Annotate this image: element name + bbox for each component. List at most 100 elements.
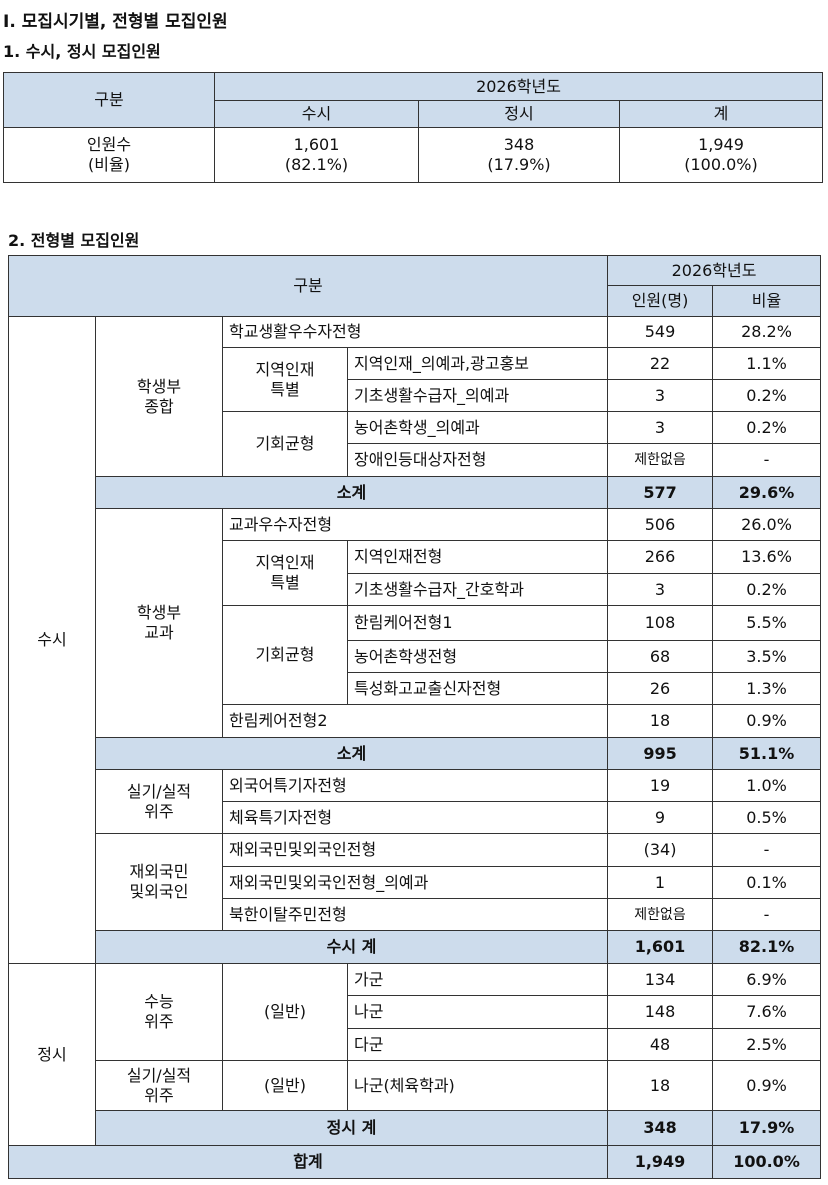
row-name: 외국어특기자전형 <box>221 769 609 802</box>
count: 제한없음 <box>607 898 714 931</box>
count: 3 <box>607 379 714 412</box>
row: 합계 1,949 100.0% <box>7 1145 822 1179</box>
header-cell: 구분 <box>7 255 609 317</box>
count: 348 <box>607 1110 714 1146</box>
count: 134 <box>607 963 714 996</box>
line: 기회균형 <box>255 645 315 664</box>
count: 1,949 <box>607 1145 714 1179</box>
ratio: 7.6% <box>712 995 822 1029</box>
row: 재외국민및외국인전형_의예과 1 0.1% <box>9 866 822 899</box>
ratio: - <box>712 443 822 477</box>
row: 기회균형 농어촌학생_의예과 3 0.2% <box>9 411 822 477</box>
line: (비율) <box>88 155 130 174</box>
ratio: - <box>712 833 822 867</box>
ratio: 1.1% <box>712 347 822 380</box>
row: 지역인재 특별 지역인재_의예과,광고홍보 22 1.1% <box>9 347 822 412</box>
header-cell: 2026학년도 <box>607 255 822 286</box>
ratio: 2.5% <box>712 1028 822 1061</box>
group-cell: 정시 <box>8 963 96 1146</box>
subtotal-label: 합계 <box>7 1145 609 1179</box>
ratio: 28.2% <box>712 316 822 348</box>
row-label: 인원수 (비율) <box>3 127 215 183</box>
ratio: 82.1% <box>712 930 822 964</box>
ratio: 0.9% <box>712 704 822 738</box>
header-cell: 비율 <box>712 285 822 317</box>
count: 1,601 <box>607 930 714 964</box>
line: 위주 <box>144 1085 174 1105</box>
row: 농어촌학생전형 68 3.5% <box>9 640 822 673</box>
ratio: 6.9% <box>712 963 822 996</box>
row-name: 가군 <box>346 963 609 996</box>
header-cell: 수시 <box>214 100 419 128</box>
ratio: - <box>712 898 822 931</box>
line: 실기/실적 <box>126 1065 192 1085</box>
count: 549 <box>607 316 714 348</box>
row: 기회균형 한림케어전형1 108 5.5% <box>9 605 822 705</box>
row-name: 학교생활우수자전형 <box>221 316 609 348</box>
group-cell: 학생부 종합 <box>95 316 223 477</box>
ratio: 0.5% <box>712 801 822 834</box>
line: 실기/실적 <box>126 781 192 801</box>
line: 및외국인 <box>129 882 189 901</box>
row: 소계 995 51.1% <box>9 737 822 770</box>
ratio: 29.6% <box>712 476 822 509</box>
ratio: (82.1%) <box>284 155 349 174</box>
row-name: 한림케어전형1 <box>346 605 609 641</box>
page-title: Ⅰ. 모집시기별, 전형별 모집인원 <box>3 12 228 32</box>
section-title: 1. 수시, 정시 모집인원 <box>3 42 161 61</box>
ratio: 1.3% <box>712 672 822 705</box>
row-name: 농어촌학생_의예과 <box>346 411 609 444</box>
row-name: 장애인등대상자전형 <box>346 443 609 477</box>
ratio: 100.0% <box>712 1145 822 1179</box>
ratio: 13.6% <box>712 540 822 574</box>
subtotal-label: 정시 계 <box>94 1110 609 1146</box>
row-name: 다군 <box>346 1028 609 1061</box>
count: 266 <box>607 540 714 574</box>
group-cell: 기회균형 <box>222 605 348 705</box>
ratio: (100.0%) <box>684 155 758 174</box>
row-name: 교과우수자전형 <box>221 508 609 541</box>
ratio: (17.9%) <box>487 155 551 174</box>
row: 소계 577 29.6% <box>9 476 822 509</box>
row: 학생부 교과 교과우수자전형 506 26.0% <box>9 508 822 738</box>
count: 9 <box>607 801 714 834</box>
count: 995 <box>607 737 714 770</box>
count: 148 <box>607 995 714 1029</box>
row: 실기/실적 위주 (일반) 나군(체육학과) 18 0.9% <box>9 1060 822 1111</box>
group-cell: 재외국민 및외국인 <box>95 833 223 931</box>
row-name: 지역인재전형 <box>346 540 609 574</box>
count: 18 <box>607 1060 714 1111</box>
count: 348 <box>503 135 535 154</box>
table1: 구분 2026학년도 수시 정시 계 인원수 (비율) 1,601 (82.1%) … <box>3 72 824 183</box>
row: 실기/실적 위주 외국어특기자전형 19 1.0% <box>9 769 822 834</box>
count: 577 <box>607 476 714 509</box>
count: 3 <box>607 573 714 606</box>
cell: 1,601 (82.1%) <box>214 127 419 183</box>
section-title: 2. 전형별 모집인원 <box>8 231 140 250</box>
ratio: 17.9% <box>712 1110 822 1146</box>
row: 다군 48 2.5% <box>9 1028 822 1061</box>
line: 기회균형 <box>255 434 315 453</box>
count: 26 <box>607 672 714 705</box>
header-cell: 인원(명) <box>607 285 714 317</box>
group-cell: 지역인재 특별 <box>222 540 348 606</box>
count: 68 <box>607 640 714 673</box>
group-cell: 학생부 교과 <box>95 508 223 738</box>
row: 기초생활수급자_의예과 3 0.2% <box>9 379 822 412</box>
line: 종합 <box>144 396 174 416</box>
group-cell: 기회균형 <box>222 411 348 477</box>
line: (일반) <box>264 1002 306 1021</box>
count: 제한없음 <box>607 443 714 477</box>
table2: 구분 2026학년도 인원(명) 비율 수시 학생부 종합 학교생활우수자전형 549 2… <box>7 255 822 1179</box>
count: 506 <box>607 508 714 541</box>
count: 1,949 <box>698 135 744 154</box>
subtotal-label: 수시 계 <box>94 930 609 964</box>
count: 48 <box>607 1028 714 1061</box>
group-cell: 수능 위주 <box>95 963 223 1061</box>
row: 나군 148 7.6% <box>9 995 822 1029</box>
row-name: 한림케어전형2 <box>221 704 609 738</box>
cell: 348 (17.9%) <box>418 127 620 183</box>
row-name: 재외국민및외국인전형_의예과 <box>221 866 609 899</box>
ratio: 3.5% <box>712 640 822 673</box>
